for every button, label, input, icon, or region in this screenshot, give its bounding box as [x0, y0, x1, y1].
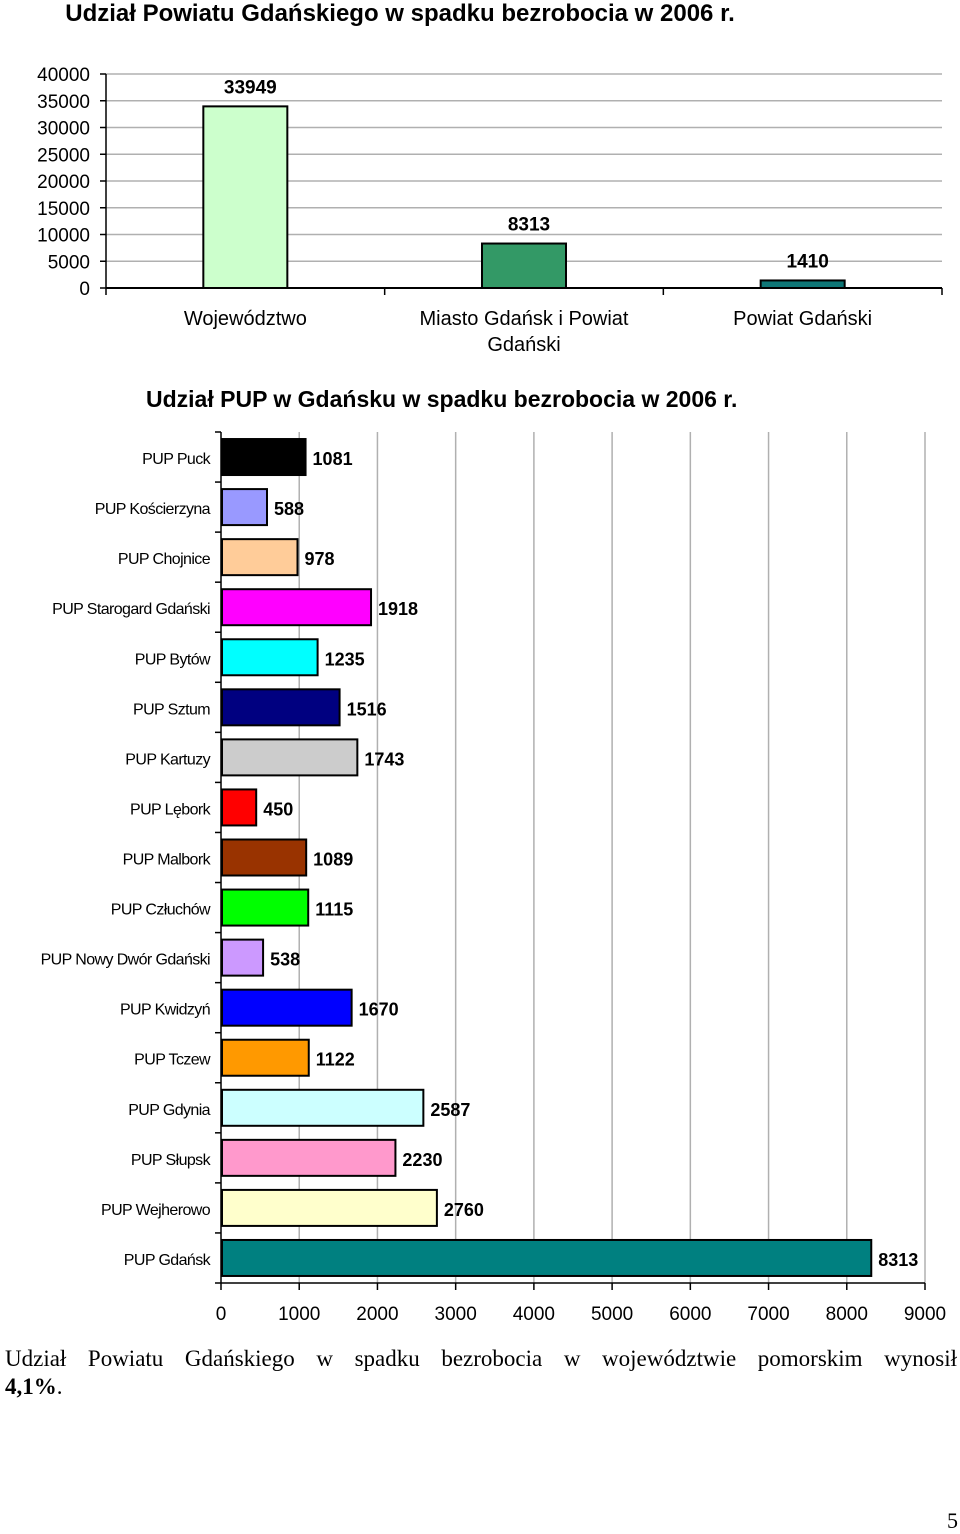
chart2-xtick-label: 4000	[513, 1304, 555, 1325]
chart2-data-label: 538	[270, 950, 300, 970]
chart2-category-label: PUP Chojnice	[118, 551, 211, 568]
chart1-ytick-label: 15000	[37, 199, 90, 220]
chart2-data-label: 1235	[325, 649, 365, 669]
chart2-bar	[221, 688, 341, 727]
chart2-category-label: PUP Malbork	[123, 852, 212, 869]
chart2-plot: 0 1000 2000 3000 4000 5000 6000 7000 8000 9000 108…	[41, 431, 946, 1325]
chart2-bar	[221, 738, 359, 777]
chart2-xtick-label: 1000	[278, 1304, 320, 1325]
chart2-bar	[221, 1188, 438, 1227]
chart1-bar	[481, 242, 567, 289]
chart2-bar	[221, 1238, 873, 1277]
chart1-title: Udział Powiatu Gdańskiego w spadku bezro…	[65, 0, 735, 27]
chart2-data-label: 450	[263, 799, 293, 819]
chart2-bar	[221, 438, 307, 477]
chart2-category-label: PUP Bytów	[135, 651, 211, 668]
chart1-ytick-label: 20000	[37, 172, 90, 193]
chart1-category-label: Powiat Gdański	[733, 308, 872, 330]
chart2-bar	[221, 588, 373, 627]
chart2-category-label: PUP Tczew	[134, 1052, 211, 1069]
chart2-data-label: 588	[274, 499, 304, 519]
chart2-xtick-label: 5000	[591, 1304, 633, 1325]
chart2-data-label: 8313	[878, 1250, 918, 1270]
chart2-category-label: PUP Nowy Dwór Gdański	[41, 952, 210, 969]
chart2-xtick-label: 8000	[826, 1304, 868, 1325]
chart1-ytick-label: 10000	[37, 226, 90, 247]
chart1-ytick-label: 35000	[37, 92, 90, 113]
chart2-category-label: PUP Kwidzyń	[120, 1002, 210, 1019]
chart1-category-label: Gdański	[487, 334, 560, 356]
chart2-data-label: 2587	[430, 1100, 470, 1120]
chart2-xtick-label: 0	[216, 1304, 227, 1325]
summary-end: .	[56, 1374, 63, 1399]
chart2-xtick-label: 6000	[669, 1304, 711, 1325]
chart2-bar	[221, 788, 258, 827]
chart2-xtick-label: 9000	[904, 1304, 946, 1325]
chart2-category-label: PUP Wejherowo	[101, 1202, 211, 1219]
chart2-data-label: 1115	[315, 900, 353, 920]
chart2-bar	[221, 1038, 310, 1077]
chart2-data-label: 2760	[444, 1200, 484, 1220]
chart2-bar	[221, 638, 319, 677]
chart1-category-label: Województwo	[184, 308, 307, 330]
chart2-category-label: PUP Człuchów	[111, 902, 211, 919]
chart2-category-label: PUP Gdynia	[128, 1102, 210, 1119]
chart2-bar	[221, 838, 308, 877]
chart1-category-label: Miasto Gdańsk i Powiat	[420, 308, 629, 330]
chart2-data-label: 1743	[364, 749, 404, 769]
chart1-bar	[759, 279, 846, 290]
chart2-data-label: 1516	[347, 699, 387, 719]
chart1-data-label: 33949	[224, 77, 277, 98]
chart1-data-label: 8313	[508, 215, 550, 236]
chart2-category-label: PUP Puck	[142, 451, 211, 468]
chart2-category-label: PUP Starogard Gdański	[52, 601, 210, 618]
chart1-plot: 0 5000 10000 15000 20000 25000 30000 35000 40000…	[37, 65, 943, 356]
chart2-bar	[221, 938, 265, 977]
summary-value: 4,1%	[5, 1374, 57, 1399]
chart2-data-label: 1670	[359, 1000, 399, 1020]
chart2-data-label: 2230	[402, 1150, 442, 1170]
chart2-xtick-label: 7000	[747, 1304, 789, 1325]
chart1-data-label: 1410	[787, 251, 829, 272]
chart2-title: Udział PUP w Gdańsku w spadku bezrobocia…	[146, 386, 738, 412]
chart2-bar	[221, 988, 353, 1027]
chart2-data-label: 1081	[313, 449, 353, 469]
chart2-xtick-label: 3000	[435, 1304, 477, 1325]
chart2-xtick-label: 2000	[356, 1304, 398, 1325]
chart2-bar	[221, 1138, 397, 1177]
summary-paragraph: Udział Powiatu Gdańskiego w spadku bezro…	[5, 1346, 957, 1371]
chart2-bar	[221, 888, 310, 927]
chart2-data-label: 1918	[378, 599, 418, 619]
chart2-bar	[221, 538, 299, 577]
chart1-ytick-label: 30000	[37, 119, 90, 140]
chart1-ytick-label: 40000	[37, 65, 90, 86]
chart1-ytick-label: 5000	[48, 252, 90, 273]
chart2-category-label: PUP Słupsk	[131, 1152, 212, 1169]
chart1-ytick-label: 0	[79, 279, 90, 300]
chart2-data-label: 1122	[316, 1050, 355, 1070]
chart2-category-label: PUP Sztum	[133, 701, 210, 718]
chart2-data-label: 978	[305, 549, 335, 569]
chart2-bar	[221, 1088, 425, 1127]
chart1-bar	[202, 105, 289, 289]
chart2-category-label: PUP Lębork	[130, 801, 212, 818]
chart2-bar	[221, 488, 268, 527]
summary-value-line: 4,1%.	[5, 1374, 63, 1400]
chart2-category-label: PUP Kartuzy	[125, 751, 210, 768]
page-number: 5	[947, 1508, 958, 1533]
chart1-ytick-label: 25000	[37, 145, 90, 166]
chart2-category-label: PUP Gdańsk	[124, 1252, 212, 1269]
chart2-data-label: 1089	[313, 850, 353, 870]
chart2-category-label: PUP Kościerzyna	[95, 501, 211, 518]
